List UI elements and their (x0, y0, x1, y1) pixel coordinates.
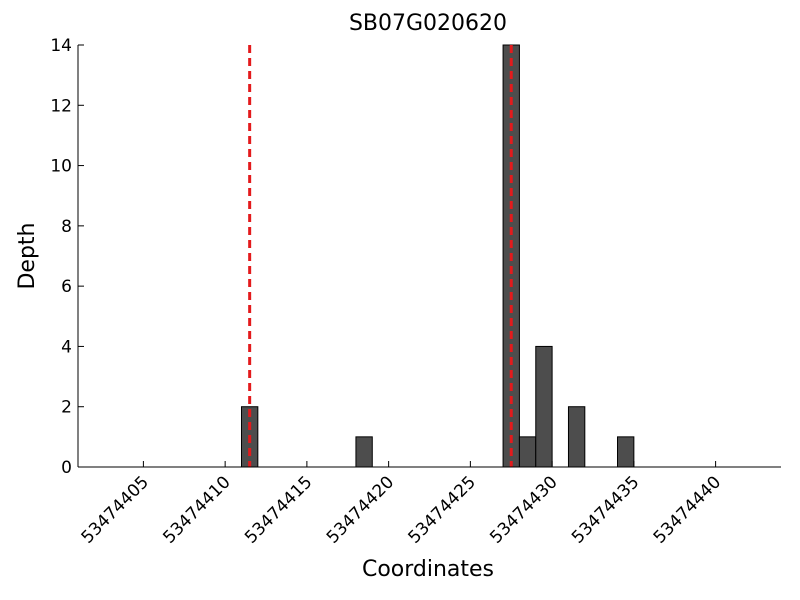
y-tick-label: 6 (61, 277, 72, 297)
x-tick-label: 53474440 (650, 472, 725, 547)
y-tick-label: 0 (61, 458, 72, 478)
bar (567, 406, 586, 468)
bar (355, 436, 373, 468)
x-tick-label: 53474420 (323, 472, 398, 547)
x-tick-label: 53474415 (241, 472, 316, 547)
x-axis-label: Coordinates (362, 557, 494, 582)
chart-title: SB07G020620 (349, 11, 507, 36)
y-tick-label: 8 (61, 217, 72, 237)
y-tick-label: 4 (61, 337, 72, 357)
bar (518, 436, 537, 468)
x-tick-label: 53474425 (405, 472, 480, 547)
bar (617, 436, 635, 468)
y-axis-label: Depth (15, 222, 40, 289)
x-tick-label: 53474430 (486, 472, 561, 547)
y-tick-label: 14 (50, 36, 72, 56)
x-tick-label: 53474405 (78, 472, 153, 547)
y-tick-label: 2 (61, 398, 72, 418)
y-tick-label: 10 (50, 157, 72, 177)
x-tick-label: 53474435 (568, 472, 643, 547)
y-tick-label: 12 (50, 96, 72, 116)
bar (535, 345, 553, 468)
x-tick-label: 53474410 (159, 472, 234, 547)
